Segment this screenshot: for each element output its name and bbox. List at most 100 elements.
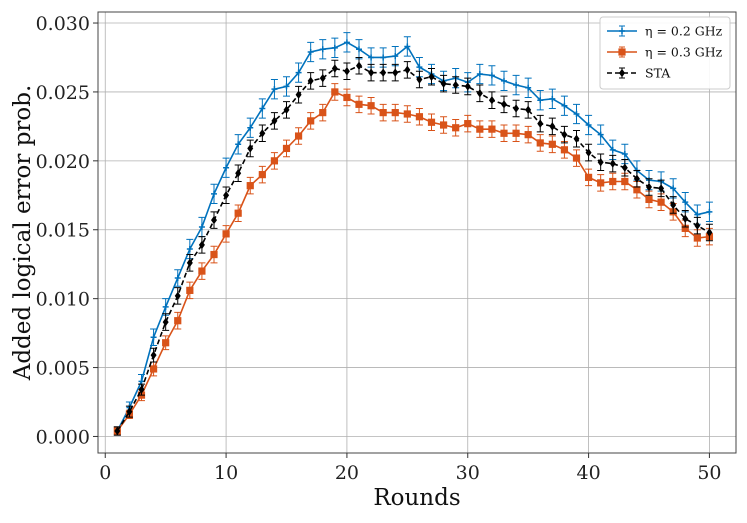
data-point xyxy=(681,224,689,232)
data-point xyxy=(368,68,375,77)
data-point xyxy=(572,154,581,162)
data-point xyxy=(150,350,157,360)
data-point xyxy=(537,119,544,128)
data-point xyxy=(561,130,568,139)
series-line xyxy=(116,41,710,432)
data-point xyxy=(548,140,556,148)
data-point xyxy=(439,121,448,129)
data-point xyxy=(609,159,616,168)
data-point xyxy=(404,43,411,50)
data-point xyxy=(162,303,169,310)
data-point xyxy=(259,105,266,112)
data-point xyxy=(597,179,605,187)
data-point xyxy=(682,199,689,206)
data-point xyxy=(331,88,339,96)
data-point xyxy=(222,230,230,238)
data-point xyxy=(356,61,362,70)
data-point xyxy=(114,426,121,436)
data-point xyxy=(235,169,242,178)
data-point xyxy=(476,125,484,133)
data-point xyxy=(258,171,266,179)
data-point xyxy=(633,174,640,183)
data-point xyxy=(488,72,495,79)
data-point xyxy=(331,44,338,51)
data-point xyxy=(645,195,653,204)
data-point xyxy=(513,82,520,89)
data-point xyxy=(392,53,399,60)
data-point xyxy=(416,75,423,84)
data-point xyxy=(234,209,242,217)
y-tick-label: 0.010 xyxy=(36,289,90,311)
data-point xyxy=(609,177,617,186)
y-tick-label: 0.030 xyxy=(36,13,90,35)
data-point xyxy=(500,129,508,137)
data-point xyxy=(706,228,713,237)
data-point xyxy=(501,77,507,84)
data-point xyxy=(307,48,314,55)
data-point xyxy=(380,54,387,61)
data-point xyxy=(319,109,327,117)
x-tick-label: 40 xyxy=(576,462,600,484)
data-point xyxy=(452,124,460,132)
data-point xyxy=(294,132,303,140)
x-axis-label: Rounds xyxy=(373,485,460,511)
x-tick-label: 0 xyxy=(99,462,111,484)
data-point xyxy=(633,186,641,194)
data-point xyxy=(464,82,471,91)
y-tick-label: 0.015 xyxy=(36,220,90,242)
data-point xyxy=(223,164,230,171)
data-point xyxy=(259,129,266,138)
data-point xyxy=(331,64,338,73)
legend-entry: η = 0.2 GHz xyxy=(607,24,723,39)
data-point xyxy=(427,118,436,126)
plot-frame xyxy=(97,11,737,454)
data-point xyxy=(247,144,254,153)
data-point xyxy=(211,215,217,225)
data-point xyxy=(283,83,290,90)
x-tick-label: 20 xyxy=(335,462,359,484)
legend-marker xyxy=(618,48,626,56)
data-point xyxy=(694,211,701,218)
data-point xyxy=(367,102,375,110)
data-point xyxy=(584,173,593,181)
data-point xyxy=(186,258,193,268)
data-point xyxy=(138,385,145,394)
x-tick-label: 30 xyxy=(456,462,480,484)
data-point xyxy=(126,407,133,416)
data-point xyxy=(706,208,713,215)
data-point xyxy=(573,110,580,117)
data-point xyxy=(415,113,424,121)
data-point xyxy=(235,141,242,148)
legend-label: STA xyxy=(645,66,671,81)
data-point xyxy=(404,65,411,75)
data-point xyxy=(174,317,182,325)
data-point xyxy=(693,234,701,242)
data-point xyxy=(355,100,363,108)
data-point xyxy=(223,191,230,200)
data-point xyxy=(174,291,181,301)
data-point xyxy=(464,120,472,128)
data-point xyxy=(525,105,532,115)
data-point xyxy=(573,134,580,143)
data-point xyxy=(270,157,279,165)
data-point xyxy=(585,122,592,129)
data-point xyxy=(621,163,628,172)
legend-label: η = 0.3 GHz xyxy=(645,45,723,60)
data-point xyxy=(658,184,665,193)
data-point xyxy=(525,84,532,91)
data-point xyxy=(210,250,218,259)
series-1 xyxy=(113,83,714,436)
data-point xyxy=(536,139,544,147)
x-tick-label: 10 xyxy=(214,462,238,484)
axis-ticks: 0 10 20 30 40 50 0.000 0.005 0.010 0.015 0.020 0.02… xyxy=(36,13,722,484)
data-point xyxy=(391,109,399,117)
data-point xyxy=(162,339,170,347)
data-point xyxy=(512,129,520,137)
data-point xyxy=(211,190,217,197)
data-point xyxy=(343,67,350,76)
data-point xyxy=(501,100,507,109)
legend-marker xyxy=(619,68,625,78)
y-tick-label: 0.020 xyxy=(36,151,90,173)
data-point xyxy=(295,90,302,99)
legend: η = 0.2 GHz η = 0.3 GHz STA xyxy=(599,16,731,90)
